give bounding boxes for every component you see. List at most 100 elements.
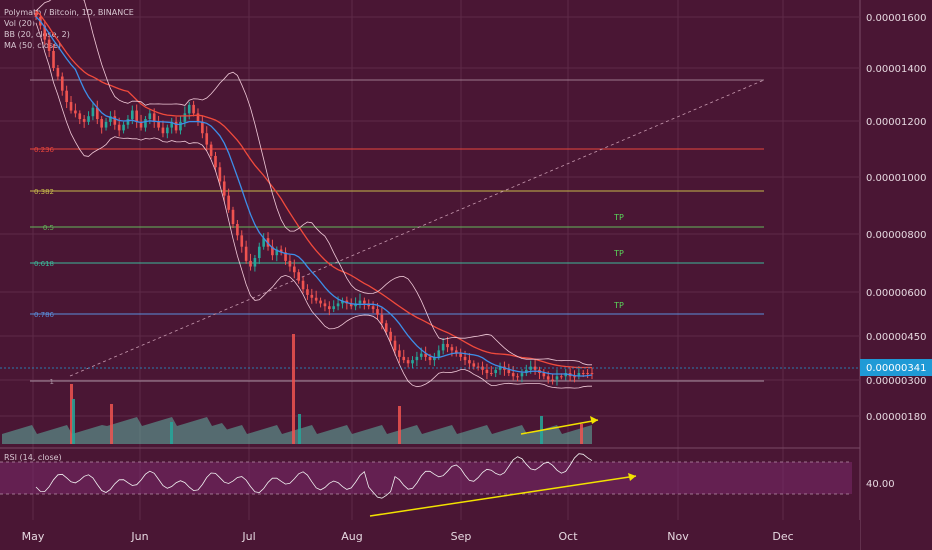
candle-body: [262, 238, 265, 247]
candle-body: [279, 249, 283, 253]
candle-body: [577, 373, 581, 377]
candle-body: [95, 107, 99, 120]
candle-body: [34, 12, 38, 17]
candle-body: [60, 76, 64, 91]
candle-body: [192, 104, 195, 114]
candle-body: [454, 350, 458, 354]
candle-body: [406, 360, 410, 364]
rsi-trend-arrowhead: [628, 473, 636, 481]
candle-body: [398, 350, 401, 357]
candle-body: [459, 353, 462, 357]
candle-body: [581, 373, 585, 375]
candle-body: [380, 314, 384, 324]
candle-body: [389, 331, 392, 341]
candle-body: [240, 235, 244, 247]
volume-spike: [72, 399, 75, 444]
candle-body: [126, 119, 130, 125]
time-tick-label: May: [22, 530, 45, 543]
candle-body: [560, 376, 563, 378]
candle-body: [542, 373, 546, 377]
candle-body: [494, 369, 497, 374]
price-tick-label: 0.00001000: [866, 173, 926, 184]
candle-body: [564, 373, 568, 377]
candle-body: [218, 167, 222, 182]
candle-body: [275, 249, 279, 256]
candle-body: [590, 373, 594, 375]
candle-body: [371, 306, 375, 310]
candle-body: [376, 309, 379, 315]
volume-trend-arrowhead: [590, 416, 598, 424]
candle-body: [415, 356, 419, 361]
current-price-badge: [860, 359, 932, 376]
volume-spike: [292, 334, 295, 444]
price-tick-label: 0.00000450: [866, 332, 926, 343]
candle-body: [358, 300, 362, 304]
candle-body: [109, 116, 112, 122]
time-axis-bg: [0, 520, 860, 550]
volume-trend-line: [520, 419, 599, 435]
candle-body: [546, 376, 550, 380]
volume-area: [2, 417, 592, 444]
candle-body: [131, 110, 134, 120]
vol-label: Vol (20): [4, 19, 35, 28]
candle-body: [183, 113, 187, 122]
candle-body: [516, 376, 519, 378]
candle-body: [306, 289, 309, 295]
candle-body: [437, 350, 441, 357]
candle-body: [187, 104, 191, 114]
candle-body: [332, 306, 336, 310]
candle-body: [314, 297, 318, 301]
candle-body: [288, 260, 292, 267]
time-tick-label: Nov: [667, 530, 689, 543]
candle-body: [341, 300, 344, 304]
fib-label-1: 1: [50, 378, 54, 386]
volume-spike: [580, 424, 583, 444]
candle-body: [472, 363, 476, 367]
candle-body: [292, 266, 296, 273]
candle-body: [319, 300, 322, 304]
bb-upper: [35, 0, 592, 366]
rsi-tick-label: 40.00: [866, 479, 895, 490]
candle-body: [555, 376, 559, 380]
candle-body: [166, 127, 169, 134]
fib-label-0.382: 0.382: [34, 188, 54, 196]
candle-body: [161, 127, 165, 134]
candle-body: [525, 369, 528, 374]
fib-label-0.786: 0.786: [34, 311, 55, 319]
time-tick-label: Aug: [341, 530, 362, 543]
candle-body: [384, 323, 388, 332]
candle-body: [419, 353, 423, 357]
candle-body: [310, 294, 314, 298]
time-tick-label: Jun: [130, 530, 148, 543]
bb-label: BB (20, close, 2): [4, 30, 70, 39]
volume-spike: [398, 406, 401, 444]
candle-body: [227, 195, 230, 210]
candle-body: [179, 121, 182, 131]
candle-body: [433, 356, 436, 361]
candle-body: [271, 246, 274, 256]
price-tick-label: 0.00000300: [866, 376, 926, 387]
price-tick-label: 0.00001200: [866, 117, 926, 128]
candle-body: [135, 110, 139, 122]
candle-body: [82, 119, 86, 122]
tp-label: TP: [613, 301, 624, 310]
candle-body: [231, 209, 235, 224]
candle-body: [476, 366, 480, 368]
candle-body: [481, 366, 484, 370]
current-price-label: 0.00000341: [866, 363, 926, 374]
candle-body: [104, 121, 108, 128]
price-tick-label: 0.00000800: [866, 230, 926, 241]
candle-body: [402, 356, 406, 361]
candle-body: [78, 113, 82, 120]
candle-body: [52, 50, 55, 68]
candle-body: [297, 272, 300, 281]
price-tick-label: 0.00000180: [866, 412, 926, 423]
candle-body: [69, 102, 73, 111]
candle-body: [336, 303, 340, 307]
candle-body: [424, 353, 427, 357]
candle-body: [411, 360, 414, 364]
fib-label-0.618: 0.618: [34, 260, 54, 268]
ma-line: [35, 10, 593, 369]
